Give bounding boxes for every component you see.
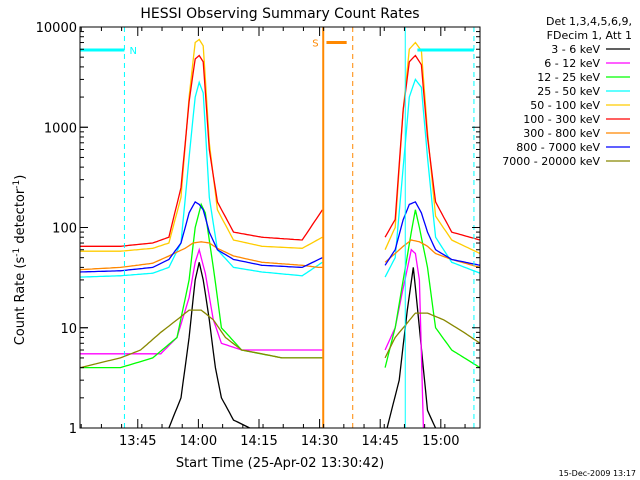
axes-group: 1 10 100 1000 10000 13:45 14:00 14:15 14:30 14:45… bbox=[36, 21, 481, 449]
y-tick-label: 1000 bbox=[44, 121, 77, 136]
legend-label-6: 300 - 800 keV bbox=[523, 127, 600, 140]
x-axis-label: Start Time (25-Apr-02 13:30:42) bbox=[176, 456, 384, 471]
series-line-7 bbox=[80, 200, 480, 273]
svg-text:Count Rate (s-1 detector-1): Count Rate (s-1 detector-1) bbox=[12, 175, 28, 346]
legend-label-2: 12 - 25 keV bbox=[537, 71, 600, 84]
series-line-3 bbox=[80, 78, 480, 278]
series-group bbox=[80, 38, 480, 428]
x-tick-label: 14:45 bbox=[361, 434, 398, 449]
series-line-1 bbox=[80, 247, 428, 428]
legend-label-1: 6 - 12 keV bbox=[544, 57, 600, 70]
legend-label-0: 3 - 6 keV bbox=[551, 43, 600, 56]
series-line-4 bbox=[80, 38, 480, 255]
legend: Det 1,3,4,5,6,9,FDecim 1, Att 13 - 6 keV… bbox=[502, 15, 632, 168]
footer-timestamp: 15-Dec-2009 13:17 bbox=[559, 469, 636, 478]
x-tick-label: 15:00 bbox=[422, 434, 459, 449]
series-line-8 bbox=[80, 309, 480, 369]
x-tick-label: 14:00 bbox=[180, 434, 217, 449]
series-line-6 bbox=[80, 239, 480, 271]
overlay-group: NS bbox=[79, 27, 475, 428]
y-axis-label-exp1: -1 bbox=[12, 248, 22, 257]
legend-header-1: Det 1,3,4,5,6,9, bbox=[546, 15, 632, 28]
x-tick-label: 14:15 bbox=[240, 434, 277, 449]
s-label: S bbox=[312, 39, 318, 50]
y-axis-label: Count Rate (s-1 detector-1) bbox=[12, 175, 28, 346]
x-tick-label: 13:45 bbox=[119, 434, 156, 449]
series-line-0 bbox=[168, 262, 437, 428]
y-axis-label-end: ) bbox=[13, 175, 28, 180]
y-axis-label-main: Count Rate (s bbox=[13, 257, 28, 346]
legend-label-5: 100 - 300 keV bbox=[523, 113, 600, 126]
legend-label-3: 25 - 50 keV bbox=[537, 85, 600, 98]
series-line-5 bbox=[80, 54, 480, 247]
y-tick-label: 10000 bbox=[36, 21, 77, 36]
y-axis-label-exp2: -1 bbox=[12, 180, 22, 189]
y-axis-label-mid: detector bbox=[13, 188, 28, 248]
y-tick-label: 10 bbox=[60, 322, 77, 337]
chart-title: HESSI Observing Summary Count Rates bbox=[140, 6, 419, 22]
y-tick-label: 1 bbox=[69, 422, 77, 437]
legend-header-2: FDecim 1, Att 1 bbox=[547, 29, 632, 42]
legend-label-7: 800 - 7000 keV bbox=[516, 141, 600, 154]
legend-label-4: 50 - 100 keV bbox=[530, 99, 600, 112]
n-label: N bbox=[129, 46, 136, 57]
x-tick-label: 14:30 bbox=[301, 434, 338, 449]
legend-label-8: 7000 - 20000 keV bbox=[502, 155, 600, 168]
y-tick-label: 100 bbox=[52, 222, 77, 237]
